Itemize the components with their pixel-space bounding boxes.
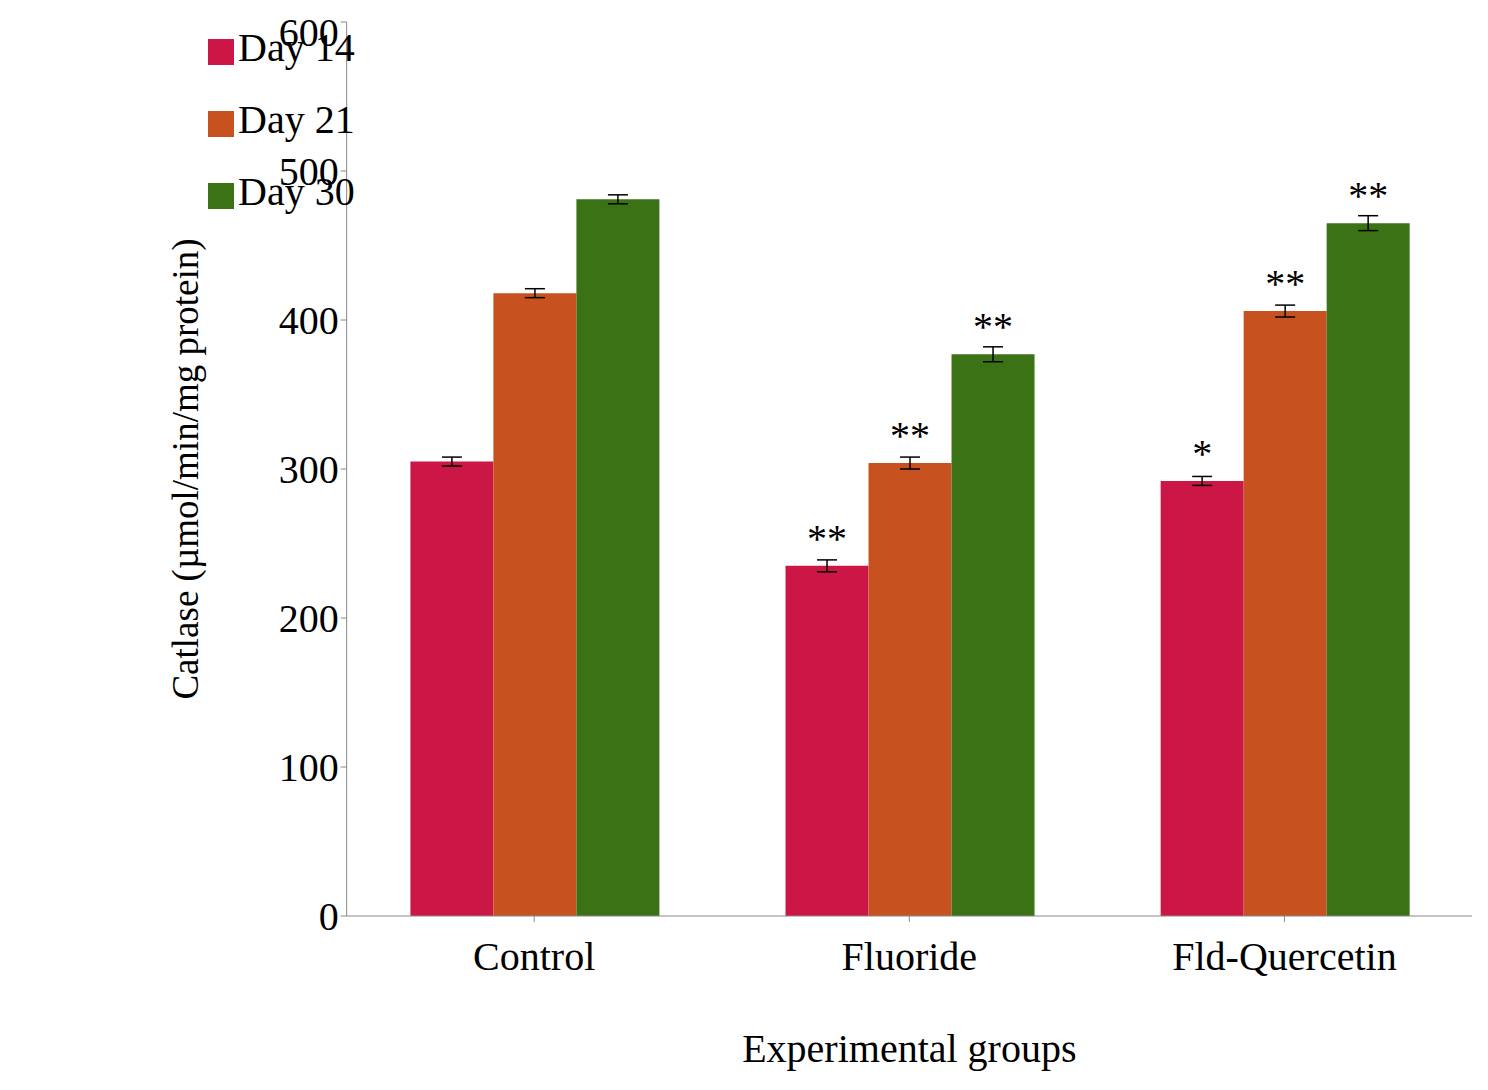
svg-text:Control: Control <box>473 934 595 979</box>
svg-text:**: ** <box>890 413 930 458</box>
svg-text:Fluoride: Fluoride <box>842 934 978 979</box>
svg-text:600: 600 <box>279 10 339 55</box>
svg-text:300: 300 <box>279 447 339 492</box>
svg-text:Experimental groups: Experimental groups <box>742 1026 1076 1071</box>
svg-text:**: ** <box>973 304 1013 349</box>
svg-text:Fld-Quercetin: Fld-Quercetin <box>1172 934 1396 979</box>
svg-text:**: ** <box>807 516 847 561</box>
svg-text:*: * <box>1192 431 1212 476</box>
svg-text:0: 0 <box>319 894 339 939</box>
svg-text:200: 200 <box>279 596 339 641</box>
svg-text:**: ** <box>1265 261 1305 306</box>
svg-text:Catlase (µmol/min/mg protein): Catlase (µmol/min/mg protein) <box>165 238 207 699</box>
svg-text:500: 500 <box>279 149 339 194</box>
svg-text:100: 100 <box>279 745 339 790</box>
svg-text:**: ** <box>1348 173 1388 218</box>
svg-text:400: 400 <box>279 298 339 343</box>
